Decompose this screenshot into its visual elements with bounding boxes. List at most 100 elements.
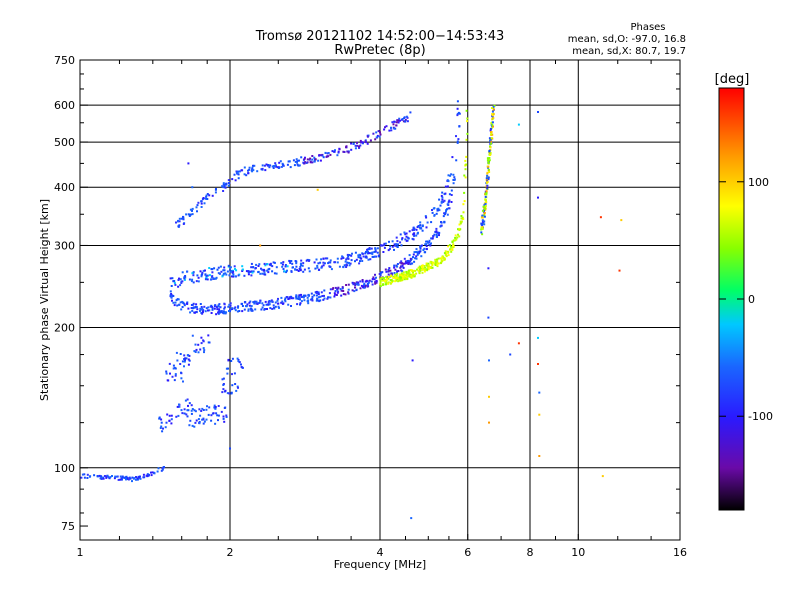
data-point: [248, 304, 251, 307]
colorbar: [deg] 100 0 -100: [715, 72, 773, 511]
data-point: [208, 406, 211, 409]
data-point: [203, 305, 206, 308]
data-point: [368, 279, 371, 282]
data-point: [228, 392, 231, 395]
data-point: [350, 254, 353, 257]
data-point: [261, 164, 264, 167]
data-point: [485, 178, 488, 181]
data-point: [412, 269, 415, 272]
data-point: [342, 293, 345, 296]
data-point: [390, 126, 393, 129]
data-point: [491, 110, 494, 113]
data-point: [268, 166, 271, 169]
data-point: [489, 154, 492, 156]
data-point: [465, 155, 468, 158]
data-point: [363, 284, 365, 287]
data-point: [537, 336, 539, 339]
data-point: [135, 476, 137, 478]
data-point: [273, 272, 276, 275]
data-point: [277, 305, 280, 308]
data-point: [190, 280, 193, 283]
data-point: [204, 278, 207, 281]
data-point: [490, 142, 493, 145]
data-point: [450, 201, 453, 203]
data-point: [393, 272, 396, 274]
data-point: [273, 261, 276, 264]
y-tick-label: 400: [54, 181, 75, 194]
data-point: [391, 240, 394, 243]
data-point: [341, 287, 344, 290]
data-point: [318, 268, 321, 271]
data-point: [462, 203, 465, 206]
data-point: [361, 279, 364, 281]
data-point: [201, 311, 204, 314]
data-point: [401, 118, 404, 121]
data-point: [480, 223, 483, 226]
data-point: [336, 291, 339, 294]
data-point: [379, 282, 382, 285]
data-point: [413, 234, 416, 237]
data-point: [445, 209, 448, 211]
data-point: [200, 336, 203, 339]
data-point: [233, 173, 236, 176]
data-point: [486, 187, 489, 190]
data-point: [492, 125, 494, 128]
data-point: [324, 151, 327, 154]
data-point: [244, 301, 247, 304]
data-point: [286, 265, 289, 268]
data-point: [294, 268, 297, 271]
data-point: [450, 194, 453, 196]
data-point: [202, 422, 205, 425]
data-point: [389, 245, 392, 248]
data-point: [159, 427, 162, 429]
data-point: [282, 268, 285, 270]
data-point: [327, 296, 330, 299]
data-point: [412, 271, 414, 274]
data-point: [344, 293, 347, 296]
data-point: [317, 159, 320, 162]
data-point: [231, 373, 233, 376]
data-point: [374, 247, 377, 250]
data-point: [331, 150, 334, 153]
data-point: [158, 416, 161, 419]
data-point: [221, 378, 224, 381]
data-point: [290, 295, 292, 298]
data-point: [374, 255, 376, 258]
data-point: [183, 360, 186, 363]
data-point: [444, 253, 447, 256]
data-point: [315, 258, 318, 261]
data-point: [451, 156, 454, 159]
data-point: [269, 164, 272, 167]
data-point: [233, 265, 236, 268]
data-point: [222, 272, 225, 275]
data-point: [397, 276, 400, 279]
data-point: [439, 204, 442, 207]
data-point: [204, 310, 207, 313]
data-point: [447, 180, 450, 183]
data-point: [358, 145, 360, 148]
data-point: [447, 174, 450, 177]
data-point: [176, 304, 179, 307]
plot-area: 1 2 4 6 8 10 16 75 100 200 300 400 500 600 750: [54, 54, 687, 559]
data-point: [288, 297, 291, 300]
data-point: [371, 283, 374, 286]
data-point: [271, 300, 274, 303]
data-point: [263, 273, 266, 276]
data-point: [313, 261, 316, 264]
data-point: [336, 261, 339, 264]
data-point: [434, 258, 437, 261]
data-point: [232, 275, 235, 278]
data-point: [211, 268, 214, 271]
data-point: [404, 233, 407, 236]
data-point: [379, 131, 381, 134]
data-point: [399, 273, 402, 276]
data-point: [334, 290, 337, 293]
data-point: [271, 270, 274, 273]
data-point: [438, 231, 441, 234]
data-point: [188, 278, 191, 281]
data-point: [234, 275, 237, 278]
data-point: [290, 260, 293, 262]
data-point: [446, 213, 449, 216]
data-point: [283, 270, 286, 273]
x-tick-label: 8: [527, 546, 534, 559]
